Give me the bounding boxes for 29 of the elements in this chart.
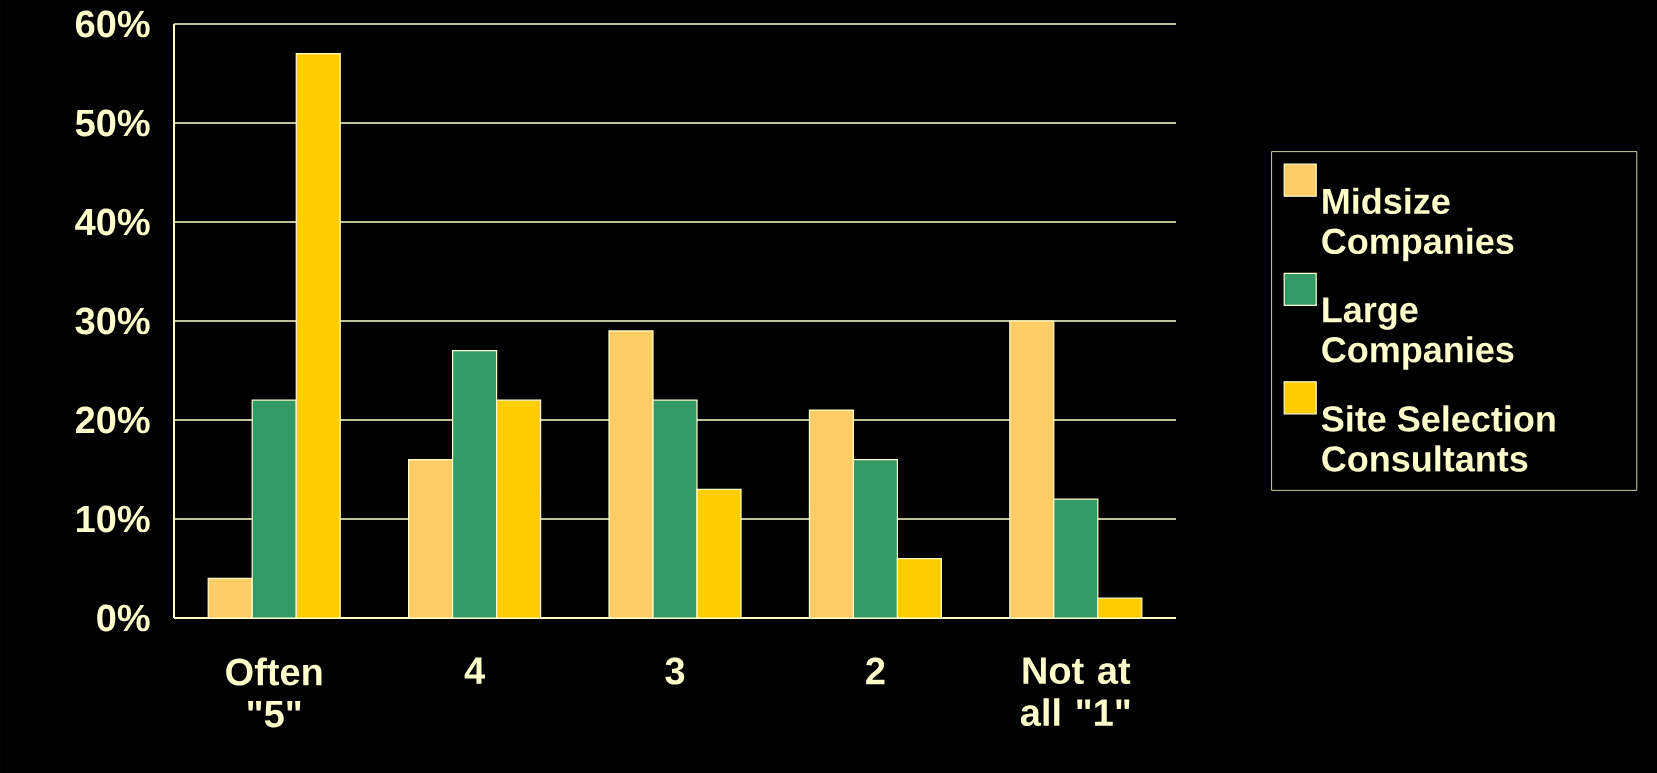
bar [251, 399, 297, 618]
bar [652, 399, 698, 618]
x-tick-label: 3 [665, 657, 685, 685]
legend-label: Midsize Companies [1322, 187, 1514, 262]
y-tick-label: 20% [75, 406, 150, 434]
bar [608, 330, 654, 618]
bar [1053, 498, 1099, 618]
y-tick-label: 40% [75, 208, 150, 236]
bar [1009, 320, 1055, 618]
x-tick-label: 2 [866, 657, 885, 685]
legend-label: Large Companies [1322, 297, 1514, 370]
y-tick-label: 50% [75, 109, 150, 137]
y-tick-label: 0% [97, 604, 150, 632]
bar [896, 558, 943, 618]
bar [852, 459, 899, 618]
x-tick-label: Not at all "1" [1020, 657, 1131, 727]
y-tick-label: 30% [75, 307, 150, 335]
bar [496, 399, 542, 618]
y-tick-label: 10% [77, 505, 150, 533]
bar [207, 577, 253, 618]
bar [295, 53, 341, 618]
bar [696, 488, 742, 618]
x-tick-label: Often "5" [226, 657, 322, 728]
x-tick-label: 4 [464, 657, 485, 684]
legend-label: Site Selection Consultants [1321, 405, 1555, 472]
bar [408, 459, 454, 618]
bar [808, 409, 855, 618]
bar [452, 350, 498, 618]
y-tick-label: 60% [76, 10, 150, 38]
